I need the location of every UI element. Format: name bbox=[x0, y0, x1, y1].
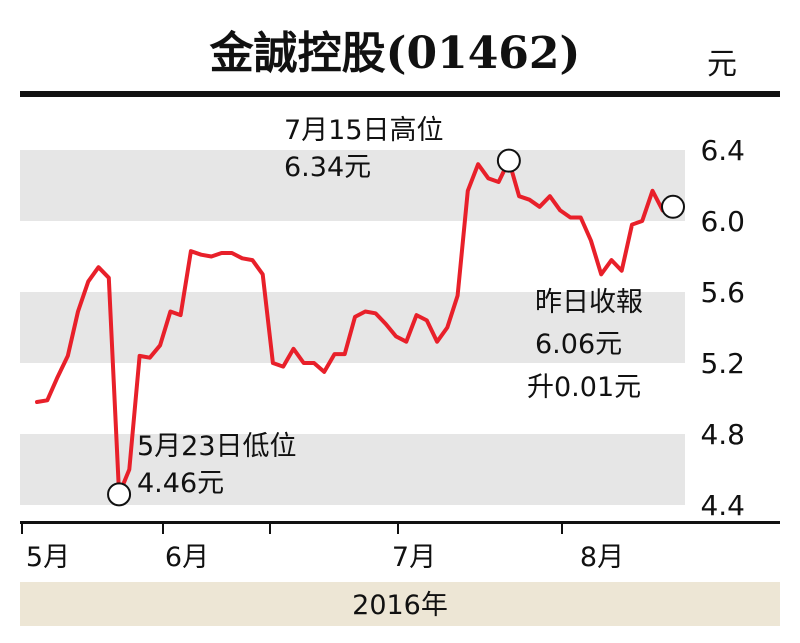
close-annotation-label: 昨日收報 bbox=[535, 287, 643, 318]
price-line bbox=[35, 158, 675, 497]
low-marker bbox=[107, 482, 132, 507]
top-rule bbox=[20, 91, 780, 97]
year-label: 2016年 bbox=[352, 590, 448, 621]
x-tick-label: 6月 bbox=[165, 542, 209, 573]
chart-title: 金誠控股(01462) bbox=[209, 28, 581, 79]
unit-label: 元 bbox=[707, 47, 737, 82]
close-annotation-change: 升0.01元 bbox=[527, 372, 641, 403]
y-tick-label: 5.6 bbox=[700, 276, 745, 309]
x-tick-label: 7月 bbox=[392, 542, 436, 573]
band-1 bbox=[20, 150, 685, 221]
close-marker bbox=[661, 194, 685, 219]
high-annotation-value: 6.34元 bbox=[284, 152, 371, 183]
y-tick-label: 5.2 bbox=[700, 347, 745, 380]
x-axis-ticks: 5月 6月 7月 8月 bbox=[21, 524, 624, 573]
high-annotation-date: 7月15日高位 bbox=[284, 115, 444, 146]
y-tick-label: 4.4 bbox=[700, 489, 745, 522]
x-axis-line bbox=[20, 521, 780, 524]
low-annotation-date: 5月23日低位 bbox=[137, 431, 297, 462]
x-tick-label: 8月 bbox=[580, 542, 624, 573]
low-annotation-value: 4.46元 bbox=[137, 468, 224, 499]
y-tick-label: 6.0 bbox=[700, 205, 745, 238]
y-tick-label: 6.4 bbox=[700, 134, 745, 167]
y-axis-ticks: 6.4 6.0 5.6 5.2 4.8 4.4 bbox=[700, 134, 745, 522]
y-tick-label: 4.8 bbox=[700, 418, 745, 451]
close-annotation-value: 6.06元 bbox=[535, 329, 622, 360]
year-band bbox=[20, 582, 780, 626]
high-marker bbox=[496, 148, 521, 173]
x-tick-label: 5月 bbox=[26, 542, 70, 573]
